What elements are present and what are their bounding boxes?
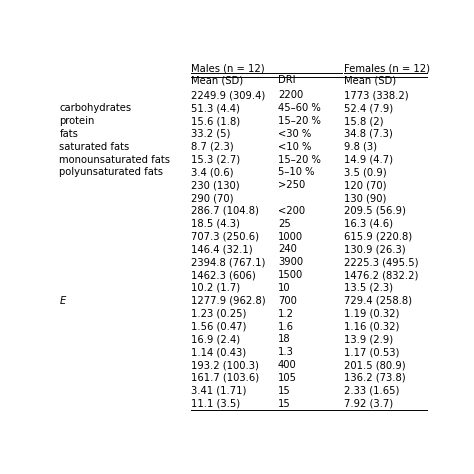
Text: 120 (70): 120 (70) [344, 180, 386, 190]
Text: 15–20 %: 15–20 % [278, 155, 321, 164]
Text: 1000: 1000 [278, 232, 303, 242]
Text: 1.6: 1.6 [278, 321, 294, 331]
Text: 2200: 2200 [278, 91, 303, 100]
Text: 2.33 (1.65): 2.33 (1.65) [344, 386, 399, 396]
Text: 2249.9 (309.4): 2249.9 (309.4) [191, 91, 266, 100]
Text: 700: 700 [278, 296, 297, 306]
Text: 2225.3 (495.5): 2225.3 (495.5) [344, 257, 419, 267]
Text: 161.7 (103.6): 161.7 (103.6) [191, 373, 260, 383]
Text: 10.2 (1.7): 10.2 (1.7) [191, 283, 241, 293]
Text: 7.92 (3.7): 7.92 (3.7) [344, 399, 393, 409]
Text: 8.7 (2.3): 8.7 (2.3) [191, 142, 234, 152]
Text: 45–60 %: 45–60 % [278, 103, 320, 113]
Text: fats: fats [59, 129, 78, 139]
Text: polyunsaturated fats: polyunsaturated fats [59, 167, 163, 177]
Text: 1.17 (0.53): 1.17 (0.53) [344, 347, 399, 357]
Text: carbohydrates: carbohydrates [59, 103, 131, 113]
Text: 1.14 (0.43): 1.14 (0.43) [191, 347, 246, 357]
Text: 15: 15 [278, 386, 291, 396]
Text: 290 (70): 290 (70) [191, 193, 234, 203]
Text: 13.9 (2.9): 13.9 (2.9) [344, 334, 393, 344]
Text: 3.5 (0.9): 3.5 (0.9) [344, 167, 387, 177]
Text: 130.9 (26.3): 130.9 (26.3) [344, 245, 406, 255]
Text: 18: 18 [278, 334, 291, 344]
Text: 2394.8 (767.1): 2394.8 (767.1) [191, 257, 266, 267]
Text: 15.3 (2.7): 15.3 (2.7) [191, 155, 241, 164]
Text: 1.19 (0.32): 1.19 (0.32) [344, 309, 399, 319]
Text: 729.4 (258.8): 729.4 (258.8) [344, 296, 412, 306]
Text: 1.56 (0.47): 1.56 (0.47) [191, 321, 247, 331]
Text: 240: 240 [278, 245, 297, 255]
Text: Males (n = 12): Males (n = 12) [191, 63, 265, 73]
Text: 146.4 (32.1): 146.4 (32.1) [191, 245, 253, 255]
Text: 5–10 %: 5–10 % [278, 167, 314, 177]
Text: 16.9 (2.4): 16.9 (2.4) [191, 334, 241, 344]
Text: 15.6 (1.8): 15.6 (1.8) [191, 116, 241, 126]
Text: 1.3: 1.3 [278, 347, 294, 357]
Text: 13.5 (2.3): 13.5 (2.3) [344, 283, 393, 293]
Text: Mean (SD): Mean (SD) [344, 75, 396, 85]
Text: <200: <200 [278, 206, 305, 216]
Text: E: E [59, 296, 65, 306]
Text: 15–20 %: 15–20 % [278, 116, 321, 126]
Text: 136.2 (73.8): 136.2 (73.8) [344, 373, 406, 383]
Text: 51.3 (4.4): 51.3 (4.4) [191, 103, 240, 113]
Text: saturated fats: saturated fats [59, 142, 129, 152]
Text: monounsaturated fats: monounsaturated fats [59, 155, 170, 164]
Text: 9.8 (3): 9.8 (3) [344, 142, 377, 152]
Text: 400: 400 [278, 360, 297, 370]
Text: 3.4 (0.6): 3.4 (0.6) [191, 167, 234, 177]
Text: 1476.2 (832.2): 1476.2 (832.2) [344, 270, 419, 280]
Text: 286.7 (104.8): 286.7 (104.8) [191, 206, 259, 216]
Text: 1.2: 1.2 [278, 309, 294, 319]
Text: 193.2 (100.3): 193.2 (100.3) [191, 360, 259, 370]
Text: DRI: DRI [278, 75, 295, 85]
Text: 1500: 1500 [278, 270, 303, 280]
Text: 3900: 3900 [278, 257, 303, 267]
Text: 18.5 (4.3): 18.5 (4.3) [191, 219, 240, 229]
Text: Females (n = 12): Females (n = 12) [344, 63, 430, 73]
Text: 52.4 (7.9): 52.4 (7.9) [344, 103, 393, 113]
Text: <10 %: <10 % [278, 142, 311, 152]
Text: 33.2 (5): 33.2 (5) [191, 129, 231, 139]
Text: 209.5 (56.9): 209.5 (56.9) [344, 206, 406, 216]
Text: Mean (SD): Mean (SD) [191, 75, 244, 85]
Text: 15: 15 [278, 399, 291, 409]
Text: 230 (130): 230 (130) [191, 180, 240, 190]
Text: 11.1 (3.5): 11.1 (3.5) [191, 399, 241, 409]
Text: 201.5 (80.9): 201.5 (80.9) [344, 360, 406, 370]
Text: 105: 105 [278, 373, 297, 383]
Text: protein: protein [59, 116, 95, 126]
Text: 707.3 (250.6): 707.3 (250.6) [191, 232, 259, 242]
Text: 15.8 (2): 15.8 (2) [344, 116, 383, 126]
Text: 16.3 (4.6): 16.3 (4.6) [344, 219, 393, 229]
Text: 1.16 (0.32): 1.16 (0.32) [344, 321, 399, 331]
Text: 3.41 (1.71): 3.41 (1.71) [191, 386, 247, 396]
Text: 25: 25 [278, 219, 291, 229]
Text: 1462.3 (606): 1462.3 (606) [191, 270, 256, 280]
Text: 1.23 (0.25): 1.23 (0.25) [191, 309, 247, 319]
Text: 130 (90): 130 (90) [344, 193, 386, 203]
Text: 14.9 (4.7): 14.9 (4.7) [344, 155, 393, 164]
Text: 10: 10 [278, 283, 291, 293]
Text: 1277.9 (962.8): 1277.9 (962.8) [191, 296, 266, 306]
Text: <30 %: <30 % [278, 129, 311, 139]
Text: >250: >250 [278, 180, 305, 190]
Text: 1773 (338.2): 1773 (338.2) [344, 91, 409, 100]
Text: 34.8 (7.3): 34.8 (7.3) [344, 129, 392, 139]
Text: 615.9 (220.8): 615.9 (220.8) [344, 232, 412, 242]
